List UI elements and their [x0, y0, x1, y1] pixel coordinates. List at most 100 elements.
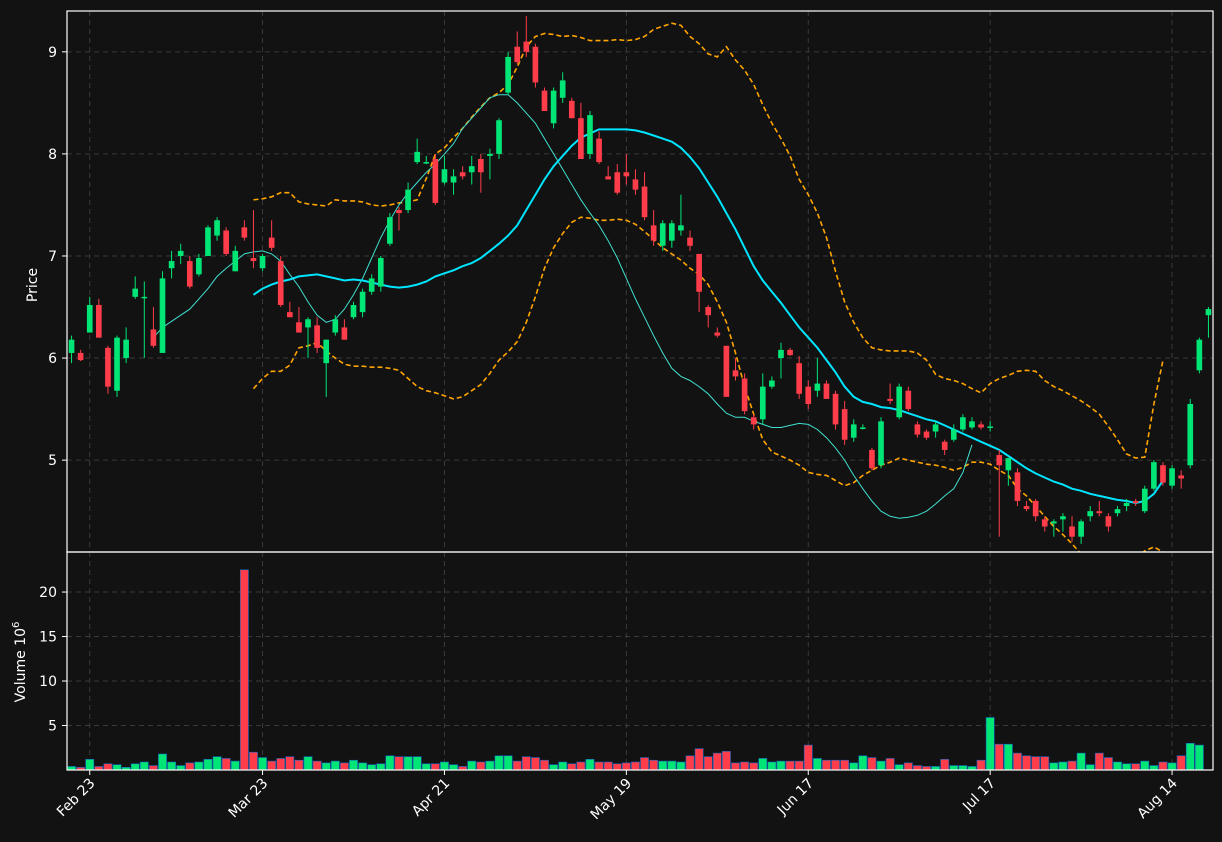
candle-body — [123, 339, 129, 359]
volume-bar — [1031, 756, 1041, 771]
candle-body — [287, 312, 293, 318]
volume-bar — [349, 759, 358, 771]
volume-bar — [212, 756, 222, 771]
volume-bar — [485, 760, 495, 771]
candle-body — [414, 151, 420, 163]
volume-bar — [1158, 761, 1168, 771]
candle-body — [1160, 465, 1166, 483]
candle-down — [432, 153, 439, 205]
volume-bar — [1094, 752, 1104, 771]
volume-bar — [621, 762, 631, 771]
candle-up — [405, 182, 411, 214]
volume-bar — [467, 760, 477, 771]
volume-bar — [958, 765, 968, 771]
volume-bar — [812, 758, 822, 771]
candle-up — [860, 424, 866, 430]
candle-up — [1078, 519, 1084, 544]
candle-up — [1051, 519, 1057, 537]
candle-body — [141, 296, 148, 299]
candle-body — [723, 345, 730, 397]
volume-bar — [849, 762, 859, 771]
price-tick-label: 8 — [48, 147, 57, 163]
price-tick-label: 6 — [48, 351, 57, 367]
candle-body — [741, 378, 748, 412]
candle-up — [1005, 458, 1012, 486]
candle-up — [769, 376, 775, 389]
candle-up — [168, 250, 175, 279]
volume-bar — [1149, 765, 1159, 771]
candle-down — [905, 386, 912, 412]
volume-bars — [67, 569, 1204, 771]
volume-bar — [540, 759, 549, 771]
candle-body — [432, 159, 439, 203]
candle-body — [1014, 472, 1021, 501]
candle-down — [150, 307, 157, 348]
candle-up — [332, 315, 339, 336]
volume-bar — [385, 755, 395, 771]
volume-bar — [230, 760, 240, 771]
candle-body — [659, 223, 666, 246]
candle-body — [1151, 462, 1157, 489]
volume-bar — [603, 761, 613, 771]
candle-up — [505, 51, 511, 95]
candle-body — [1114, 509, 1121, 514]
candle-up — [778, 342, 784, 379]
volume-bar — [549, 764, 558, 771]
candle-body — [459, 172, 466, 177]
volume-bar — [531, 757, 540, 771]
volume-axis-label: Volume 106 — [11, 622, 29, 703]
candle-body — [205, 227, 211, 256]
candle-down — [459, 166, 466, 180]
volume-bar — [949, 765, 959, 771]
candle-body — [277, 261, 284, 305]
candle-body — [196, 258, 202, 275]
volume-bar — [330, 760, 340, 771]
candle-up — [932, 421, 939, 438]
candle-up — [114, 335, 120, 397]
candle-up — [141, 281, 148, 359]
candle-body — [1187, 403, 1194, 466]
candle-down — [805, 380, 812, 410]
candle-body — [850, 424, 857, 438]
candle-body — [1105, 516, 1112, 527]
candle-body — [159, 278, 166, 353]
candle-down — [523, 16, 530, 57]
candle-down — [1178, 470, 1184, 489]
candle-up — [759, 373, 766, 425]
candle-body — [1060, 516, 1066, 520]
volume-y-ticks: 5 10 15 20 — [39, 585, 67, 735]
candle-up — [950, 424, 957, 442]
volume-bar — [340, 762, 349, 771]
candle-up — [559, 72, 566, 103]
volume-bar — [503, 755, 513, 771]
candle-body — [1032, 500, 1039, 517]
candle-down — [687, 230, 693, 251]
volume-bar — [312, 760, 322, 771]
candle-up — [177, 243, 184, 265]
volume-bar — [1185, 743, 1195, 771]
candle-body — [1196, 339, 1203, 371]
volume-bar — [885, 758, 895, 771]
candle-body — [778, 349, 784, 359]
candle-up — [323, 339, 330, 397]
candle-down — [596, 131, 602, 165]
candle-body — [1005, 458, 1012, 471]
candle-body — [832, 393, 839, 425]
candle-body — [614, 172, 621, 193]
candle-body — [77, 352, 84, 361]
candle-body — [787, 349, 793, 355]
candle-up — [414, 138, 420, 165]
candle-body — [468, 166, 475, 173]
candle-down — [796, 356, 802, 399]
candle-body — [1023, 506, 1030, 510]
candle-down — [869, 447, 875, 471]
candle-body — [705, 307, 712, 316]
candle-down — [314, 317, 320, 353]
candle-up — [550, 87, 557, 129]
fast-moving-average-line — [153, 94, 973, 519]
candle-down — [978, 421, 984, 430]
candle-up — [814, 358, 821, 397]
volume-bar — [1140, 760, 1150, 771]
volume-bar — [831, 759, 840, 771]
candle-up — [659, 220, 666, 251]
